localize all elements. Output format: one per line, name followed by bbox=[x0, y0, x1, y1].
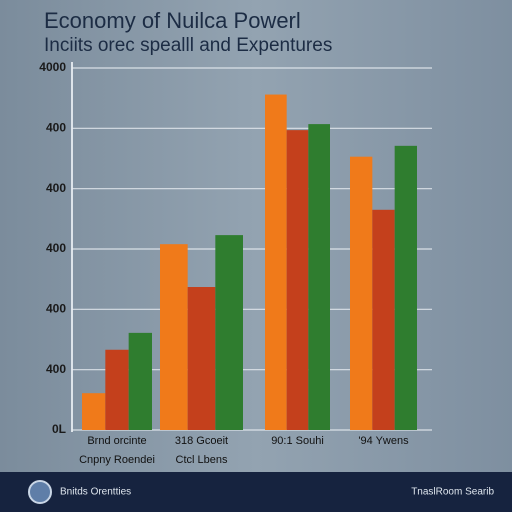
bar bbox=[215, 235, 243, 430]
y-tick-label: 0L bbox=[52, 422, 66, 436]
x-tick-label: '94 Ywens bbox=[358, 435, 409, 447]
x-tick-label: Ctcl Lbens bbox=[176, 454, 228, 466]
bar bbox=[372, 209, 395, 430]
footer-logo bbox=[28, 480, 52, 504]
y-tick-label: 400 bbox=[46, 241, 66, 255]
bar bbox=[160, 244, 188, 430]
background bbox=[0, 0, 512, 472]
x-tick-label: 318 Gcoeit bbox=[175, 435, 228, 447]
x-tick-label: Brnd orcinte bbox=[87, 435, 146, 447]
y-tick-label: 400 bbox=[46, 362, 66, 376]
bar bbox=[286, 130, 309, 431]
x-tick-label: 90:1 Souhi bbox=[271, 435, 324, 447]
y-tick-label: 400 bbox=[46, 181, 66, 195]
bar bbox=[128, 332, 152, 430]
bar bbox=[308, 124, 330, 431]
bar bbox=[394, 145, 417, 430]
bar bbox=[82, 393, 106, 430]
y-tick-label: 4000 bbox=[39, 60, 66, 74]
bar bbox=[187, 287, 216, 430]
bar bbox=[265, 94, 287, 431]
x-tick-label: Cnpny Roendei bbox=[79, 454, 155, 466]
bar bbox=[105, 349, 129, 430]
chart-subtitle: Inciits orec spealll and Expentures bbox=[44, 35, 332, 56]
footer-bar bbox=[0, 472, 512, 512]
y-tick-label: 400 bbox=[46, 121, 66, 135]
chart-title: Economy of Nuilca Powerl bbox=[44, 8, 301, 33]
bar bbox=[350, 156, 373, 430]
footer-left: Bnitds Orentties bbox=[60, 487, 131, 498]
footer-right: TnaslRoom Searib bbox=[411, 487, 494, 498]
y-tick-label: 400 bbox=[46, 302, 66, 316]
